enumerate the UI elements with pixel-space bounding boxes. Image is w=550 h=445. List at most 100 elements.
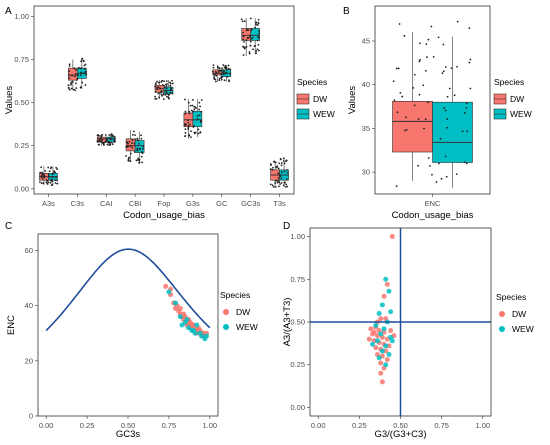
a-jitter-point [223,72,226,75]
a-jitter-point [276,165,279,168]
a-legend-label-dw: DW [313,94,327,104]
a-jitter-point [277,167,280,170]
d-legend-key-dw [499,311,505,317]
a-jitter-point [83,68,86,70]
d-plot-border [309,227,492,417]
c-point-wew [179,322,185,328]
a-jitter-point [54,179,57,182]
a-jitter-point [283,170,286,173]
a-jitter-point [250,29,253,32]
a-jitter-point [247,29,250,32]
b-jitter-point [403,129,406,132]
a-jitter-point [278,173,281,176]
a-box-cbi-dw [125,138,136,152]
a-jitter-point [196,115,199,117]
a-jitter-point [133,142,136,145]
a-jitter-point [280,181,283,184]
a-jitter-point [188,112,191,115]
a-jitter-point [213,75,216,78]
a-jitter-point [44,170,47,172]
d-y-axis-title: A3/(A3+T3) [282,298,293,347]
a-xtick-label: C3s [71,199,85,208]
a-jitter-point [225,67,228,70]
a-jitter-point [134,134,136,137]
a-jitter-point [45,181,48,184]
b-jitter-point [465,162,468,165]
a-jitter-point [160,93,163,96]
a-jitter-point [200,99,203,101]
a-jitter-point [105,138,108,141]
a-jitter-point [42,173,44,175]
a-jitter-point [134,138,137,141]
a-ytick-label: 0.50 [14,98,29,107]
a-jitter-point [255,21,258,24]
a-jitter-point [277,177,280,179]
a-jitter-point [192,110,194,113]
a-jitter-point [72,88,75,91]
d-point-dw [384,281,390,287]
b-box-wew [432,101,473,163]
b-jitter-point [446,126,448,129]
b-jitter-point [424,69,427,72]
a-jitter-point [241,20,244,23]
a-jitter-point [157,86,160,89]
d-point-wew [378,331,384,337]
a-jitter-point [272,166,274,169]
a-jitter-point [183,124,186,127]
a-ytick-label: 0.00 [14,184,29,193]
a-jitter-point [138,161,141,163]
b-ytick-label: 35 [362,124,370,133]
b-xtick-label: ENC [425,199,441,208]
b-jitter-point [461,130,464,133]
a-xtick-label: Fop [158,199,171,208]
a-jitter-point [197,128,200,131]
a-jitter-point [108,134,111,136]
b-jitter-point [427,101,430,104]
a-jitter-point [155,97,158,100]
b-jitter-point [444,66,447,68]
a-jitter-point [98,140,101,143]
b-jitter-point [440,177,443,180]
b-jitter-point [468,27,471,30]
a-jitter-point [199,131,202,133]
c-x-axis-title: GC3s [116,429,141,440]
a-jitter-point [272,185,275,188]
b-jitter-point [430,25,433,28]
a-jitter-point [114,140,116,143]
a-jitter-point [221,78,223,81]
a-jitter-point [229,68,232,71]
d-point-wew [379,348,385,354]
a-jitter-point [254,45,257,47]
b-jitter-point [418,42,421,45]
a-jitter-point [106,143,109,146]
a-jitter-point [47,173,50,176]
a-jitter-point [187,101,190,104]
a-jitter-point [248,51,251,54]
a-jitter-point [255,50,258,52]
a-jitter-point [193,131,196,134]
a-jitter-point [133,130,135,133]
a-jitter-point [186,119,189,122]
a-jitter-point [127,145,130,148]
a-jitter-point [156,86,159,89]
d-point-dw [378,316,384,322]
a-jitter-point [245,45,248,48]
b-jitter-point [403,34,406,37]
d-xtick-label: 0.00 [311,421,326,430]
b-jitter-point [466,130,469,133]
a-jitter-point [242,35,245,38]
a-jitter-point [68,88,71,91]
d-point-wew [389,338,395,344]
b-jitter-point [401,95,404,98]
a-jitter-point [157,92,160,95]
a-jitter-point [169,84,172,87]
a-jitter-point [222,69,224,71]
a-jitter-point [96,134,99,137]
c-legend-label-dw: DW [236,307,250,317]
a-jitter-point [77,74,79,77]
a-jitter-point [161,84,164,86]
a-jitter-point [280,177,283,180]
a-jitter-point [198,114,201,117]
b-jitter-point [419,58,421,61]
a-jitter-point [274,186,277,188]
